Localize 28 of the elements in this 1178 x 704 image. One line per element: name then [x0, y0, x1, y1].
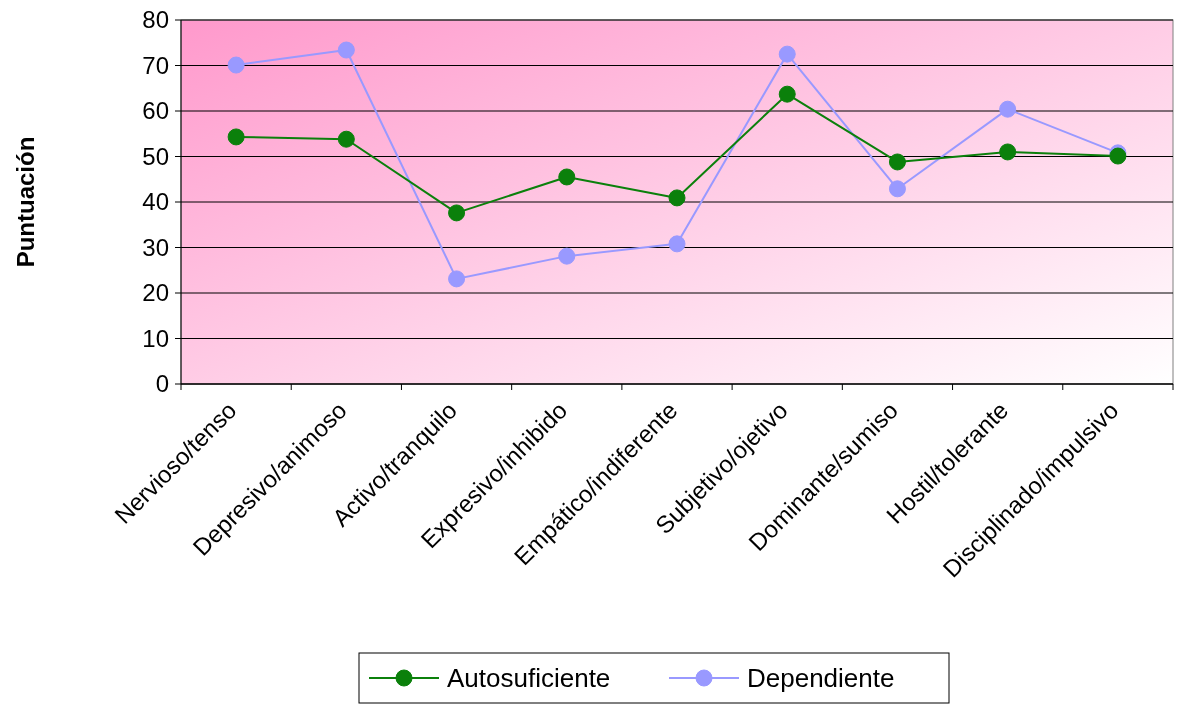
y-tick-label: 70: [142, 51, 169, 79]
point: [337, 41, 355, 59]
y-tick-label: 0: [155, 370, 169, 398]
y-tick-label: 60: [142, 97, 169, 125]
y-tick-label: 50: [142, 142, 169, 170]
point: [888, 153, 906, 171]
y-tick-label: 80: [142, 6, 169, 34]
point: [558, 168, 576, 186]
point: [668, 235, 686, 253]
point: [337, 130, 355, 148]
point: [888, 180, 906, 198]
y-tick-label: 20: [142, 279, 169, 307]
point: [558, 247, 576, 265]
y-tick-label: 40: [142, 188, 169, 216]
y-tick-label: 10: [142, 324, 169, 352]
y-axis-title: Puntuación: [12, 136, 39, 268]
point: [778, 45, 796, 63]
point: [227, 56, 245, 74]
point: [778, 85, 796, 103]
point: [999, 100, 1017, 118]
point: [999, 143, 1017, 161]
y-tick-label: 30: [142, 233, 169, 261]
legend-label: Dependiente: [747, 663, 895, 694]
point: [448, 270, 466, 288]
point: [668, 189, 686, 207]
point: [227, 128, 245, 146]
legend-label: Autosuficiente: [447, 663, 611, 694]
point: [448, 204, 466, 222]
